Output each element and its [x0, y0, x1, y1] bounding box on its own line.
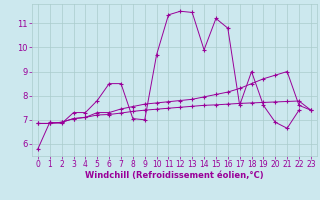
X-axis label: Windchill (Refroidissement éolien,°C): Windchill (Refroidissement éolien,°C) — [85, 171, 264, 180]
